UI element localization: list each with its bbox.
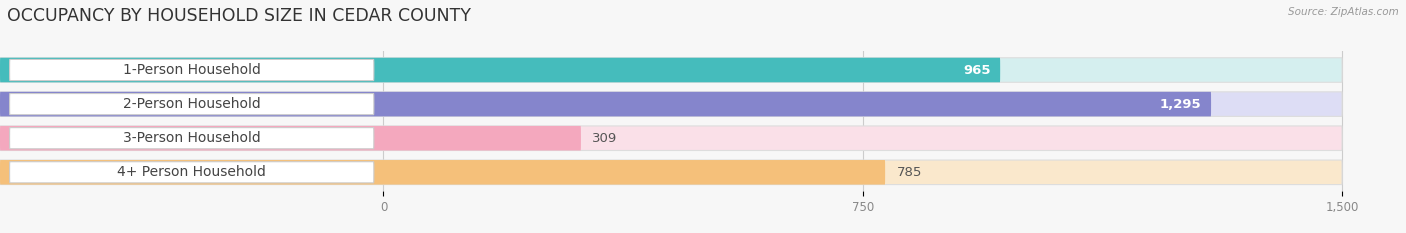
Text: 785: 785: [897, 166, 922, 179]
Text: 965: 965: [963, 64, 991, 76]
FancyBboxPatch shape: [10, 59, 374, 81]
Text: 4+ Person Household: 4+ Person Household: [117, 165, 266, 179]
Text: OCCUPANCY BY HOUSEHOLD SIZE IN CEDAR COUNTY: OCCUPANCY BY HOUSEHOLD SIZE IN CEDAR COU…: [7, 7, 471, 25]
FancyBboxPatch shape: [0, 92, 1343, 116]
FancyBboxPatch shape: [10, 128, 374, 149]
FancyBboxPatch shape: [0, 126, 581, 151]
FancyBboxPatch shape: [10, 162, 374, 183]
Text: 309: 309: [592, 132, 617, 145]
Text: 2-Person Household: 2-Person Household: [122, 97, 260, 111]
Text: Source: ZipAtlas.com: Source: ZipAtlas.com: [1288, 7, 1399, 17]
FancyBboxPatch shape: [0, 126, 1343, 151]
FancyBboxPatch shape: [0, 92, 1211, 116]
FancyBboxPatch shape: [0, 58, 1000, 82]
FancyBboxPatch shape: [0, 58, 1343, 82]
Text: 1,295: 1,295: [1160, 98, 1202, 111]
FancyBboxPatch shape: [10, 93, 374, 115]
FancyBboxPatch shape: [0, 160, 1343, 185]
FancyBboxPatch shape: [0, 160, 886, 185]
Text: 3-Person Household: 3-Person Household: [122, 131, 260, 145]
Text: 1-Person Household: 1-Person Household: [122, 63, 260, 77]
